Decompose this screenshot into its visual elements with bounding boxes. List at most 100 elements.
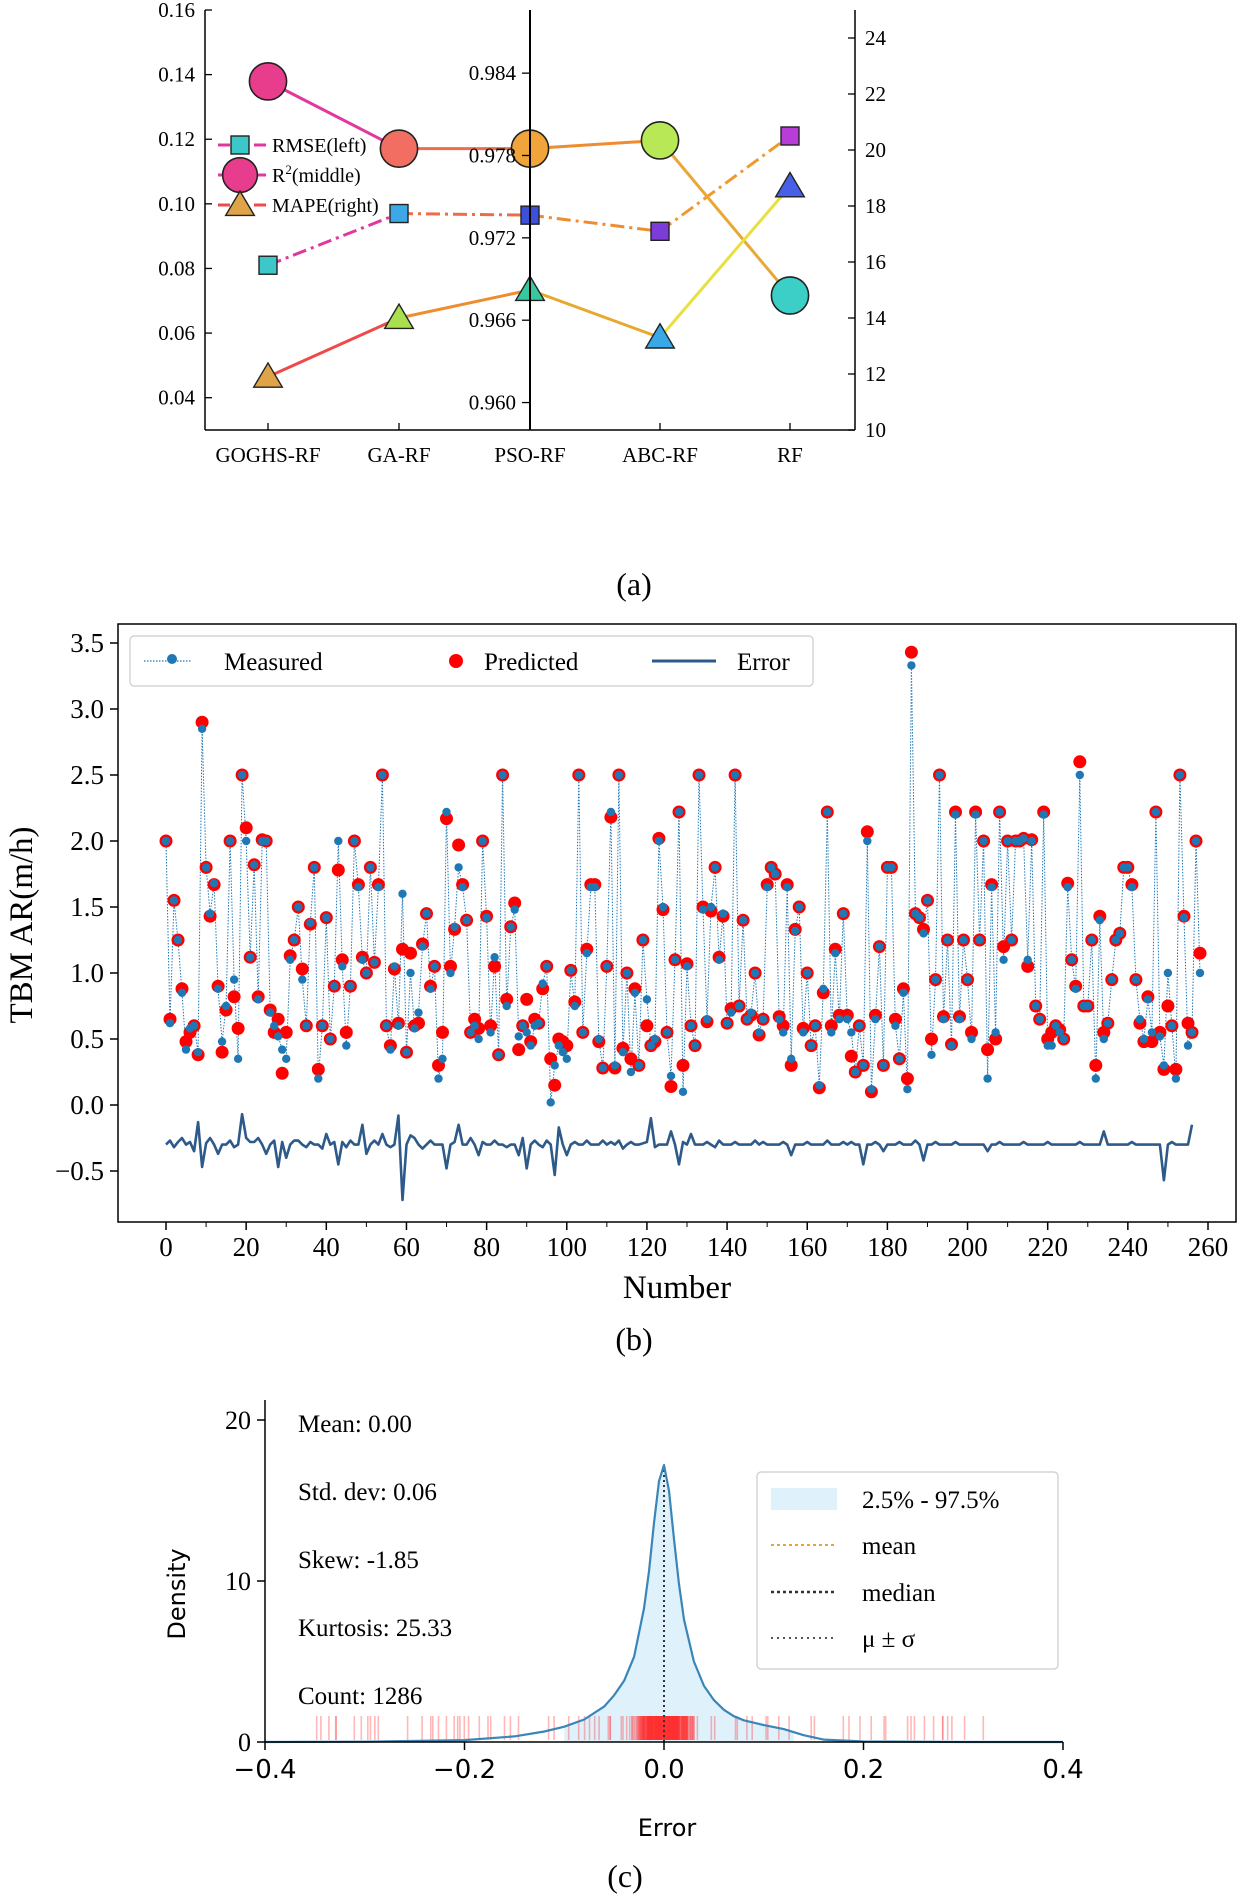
predicted-point: [1089, 1058, 1103, 1072]
measured-point: [754, 1028, 764, 1037]
measured-point: [951, 810, 960, 819]
x-tick-label: −0.2: [433, 1755, 496, 1785]
measured-point: [270, 1021, 279, 1030]
measured-point: [863, 836, 872, 846]
error-line: [165, 1112, 1194, 1202]
legend-sigma-label: μ ± σ: [862, 1626, 916, 1653]
measured-point: [177, 988, 187, 997]
measured-point: [730, 770, 740, 780]
measured-point: [811, 1021, 820, 1030]
measured-point: [318, 1021, 327, 1030]
measured-point: [654, 836, 664, 846]
measured-point: [634, 1061, 644, 1070]
marker-square: [780, 126, 800, 146]
measured-point: [486, 1028, 495, 1037]
x-tick-label: 140: [707, 1232, 748, 1262]
measured-point: [807, 1041, 816, 1050]
predicted-point: [888, 1012, 902, 1026]
series-segment: [267, 80, 400, 150]
predicted-point: [664, 1080, 678, 1093]
measured-point: [1159, 1061, 1169, 1070]
measured-point: [722, 1019, 732, 1028]
measured-point: [618, 1048, 628, 1057]
right-tick-label: 24: [865, 26, 887, 50]
x-tick-label: 260: [1188, 1232, 1229, 1262]
measured-point: [1147, 1028, 1157, 1037]
measured-point: [510, 905, 519, 914]
measured-point: [963, 975, 972, 984]
predicted-point: [339, 1025, 353, 1039]
measured-point: [1187, 1028, 1197, 1037]
measured-point: [1035, 1015, 1044, 1024]
x-tick-label: 20: [233, 1232, 260, 1262]
predicted-point: [335, 953, 349, 967]
measured-point: [967, 1034, 976, 1044]
measured-point: [434, 1074, 443, 1083]
measured-point: [610, 1061, 620, 1070]
series-segment: [658, 139, 792, 297]
measured-point: [546, 1098, 555, 1107]
measured-point: [871, 1015, 880, 1024]
x-tick-label: 60: [393, 1232, 420, 1262]
panel-b-frame: [117, 623, 1237, 1223]
measured-point: [358, 955, 367, 964]
measured-point: [450, 922, 459, 931]
right-tick-label: 10: [865, 418, 886, 442]
measured-point: [554, 1041, 563, 1050]
measured-point: [666, 1071, 676, 1081]
measured-point: [1063, 883, 1072, 892]
measured-point: [1027, 836, 1036, 846]
x-tick-label: 0: [159, 1232, 173, 1262]
measured-point: [698, 905, 708, 914]
measured-point: [746, 1008, 756, 1017]
measured-point: [462, 916, 471, 925]
measured-point: [602, 962, 611, 971]
measured-point: [410, 1024, 419, 1033]
left-tick-label: 0.04: [158, 386, 195, 410]
measured-point: [290, 935, 299, 945]
measured-point: [658, 902, 668, 912]
predicted-point: [195, 715, 209, 729]
predicted-point: [1021, 959, 1035, 973]
x-tick-label: GA-RF: [367, 443, 430, 467]
marker-square: [389, 203, 409, 224]
measured-point: [1179, 913, 1189, 922]
y-tick-label: 2.5: [70, 760, 104, 790]
predicted-point: [404, 946, 417, 960]
measured-point: [959, 935, 968, 945]
marker-circle: [248, 61, 288, 101]
measured-point: [550, 1061, 559, 1070]
measured-point: [787, 1054, 796, 1064]
y-tick-label: 1.5: [70, 892, 104, 922]
measured-point: [1031, 1001, 1040, 1011]
measured-point: [726, 1008, 736, 1017]
middle-tick-label: 0.984: [469, 61, 517, 85]
marker-square: [650, 221, 670, 242]
measured-point: [386, 1045, 395, 1054]
measured-point: [254, 995, 263, 1004]
measured-point: [213, 984, 223, 993]
predicted-point: [676, 1058, 690, 1072]
measured-point: [819, 984, 828, 993]
panel-c-legend: 2.5% - 97.5% mean median μ ± σ: [756, 1471, 1059, 1670]
measured-point: [1023, 955, 1032, 964]
middle-tick-label: 0.960: [469, 391, 516, 415]
measured-point: [614, 770, 624, 780]
measured-point: [402, 1048, 411, 1057]
measured-point: [779, 1028, 788, 1037]
right-tick-label: 22: [865, 82, 886, 106]
predicted-point: [860, 825, 874, 839]
measured-point: [694, 770, 704, 780]
measured-point: [763, 883, 772, 892]
x-tick-label: −0.4: [233, 1755, 296, 1785]
measured-point: [233, 1054, 243, 1064]
measured-point: [426, 984, 435, 993]
measured-point: [875, 942, 884, 951]
measured-point: [955, 1015, 964, 1024]
measured-point: [534, 1019, 543, 1028]
measured-point: [622, 968, 632, 978]
measured-point: [662, 1028, 672, 1037]
series-segment: [529, 138, 661, 151]
measured-point: [578, 1028, 587, 1037]
marker-circle: [379, 129, 419, 169]
